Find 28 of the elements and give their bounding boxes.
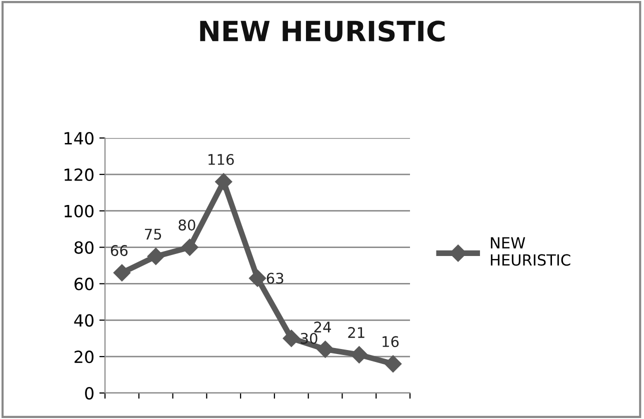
y-tick-label: 60 — [74, 278, 94, 290]
data-label: 21 — [348, 327, 364, 338]
data-label: 24 — [314, 322, 331, 332]
data-label: 16 — [382, 336, 399, 348]
y-tick-label: 100 — [64, 204, 94, 218]
data-label: 30 — [300, 332, 318, 344]
y-tick-label: 40 — [74, 314, 94, 327]
point — [113, 264, 130, 282]
point — [384, 355, 402, 372]
y-tick-label: 140 — [64, 132, 94, 145]
point — [350, 346, 368, 364]
point — [181, 238, 198, 256]
point — [282, 330, 300, 347]
y-tick-label: 0 — [85, 386, 94, 400]
data-label: 66 — [110, 245, 128, 256]
data-label: 63 — [266, 272, 284, 284]
y-tick-label: 80 — [74, 241, 94, 254]
data-label: 116 — [208, 154, 234, 165]
y-tick-label: 120 — [64, 168, 94, 181]
point — [215, 173, 232, 190]
point — [147, 248, 164, 265]
point — [316, 340, 334, 358]
data-label: 75 — [144, 228, 162, 240]
data-label: 80 — [178, 220, 196, 231]
y-tick-label: 20 — [74, 350, 94, 364]
chart-title: NEW HEURISTIC — [200, 20, 445, 42]
point — [248, 270, 266, 287]
legend-label: NEW HEURISTIC — [490, 237, 570, 266]
